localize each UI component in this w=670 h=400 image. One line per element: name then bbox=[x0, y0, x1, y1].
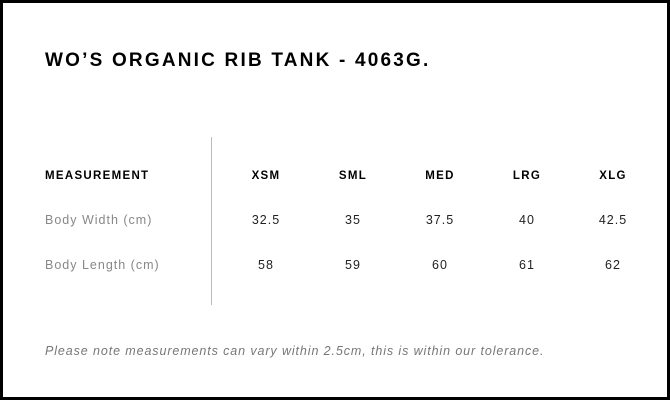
table-cell: 35 bbox=[345, 213, 361, 227]
table-cell: 58 bbox=[258, 258, 274, 272]
table-cell: 42.5 bbox=[598, 213, 628, 227]
table-cell: 32.5 bbox=[251, 213, 281, 227]
size-header-xlg: XLG bbox=[599, 170, 627, 182]
measurement-header: MEASUREMENT bbox=[45, 170, 150, 182]
table-cell: 61 bbox=[519, 258, 535, 272]
tolerance-note: Please note measurements can vary within… bbox=[45, 344, 545, 358]
table-cell: 37.5 bbox=[425, 213, 455, 227]
size-header-xsm: XSM bbox=[251, 170, 281, 182]
row-label-body-width: Body Width (cm) bbox=[45, 213, 153, 227]
table-cell: 40 bbox=[519, 213, 535, 227]
column-divider bbox=[211, 137, 212, 305]
table-cell: 62 bbox=[605, 258, 621, 272]
size-header-lrg: LRG bbox=[512, 170, 542, 182]
size-header-med: MED bbox=[425, 170, 455, 182]
table-cell: 59 bbox=[345, 258, 361, 272]
page-title: WO’S ORGANIC RIB TANK - 4063G. bbox=[45, 50, 431, 71]
table-cell: 60 bbox=[432, 258, 448, 272]
row-label-body-length: Body Length (cm) bbox=[45, 258, 160, 272]
size-header-sml: SML bbox=[338, 170, 368, 182]
